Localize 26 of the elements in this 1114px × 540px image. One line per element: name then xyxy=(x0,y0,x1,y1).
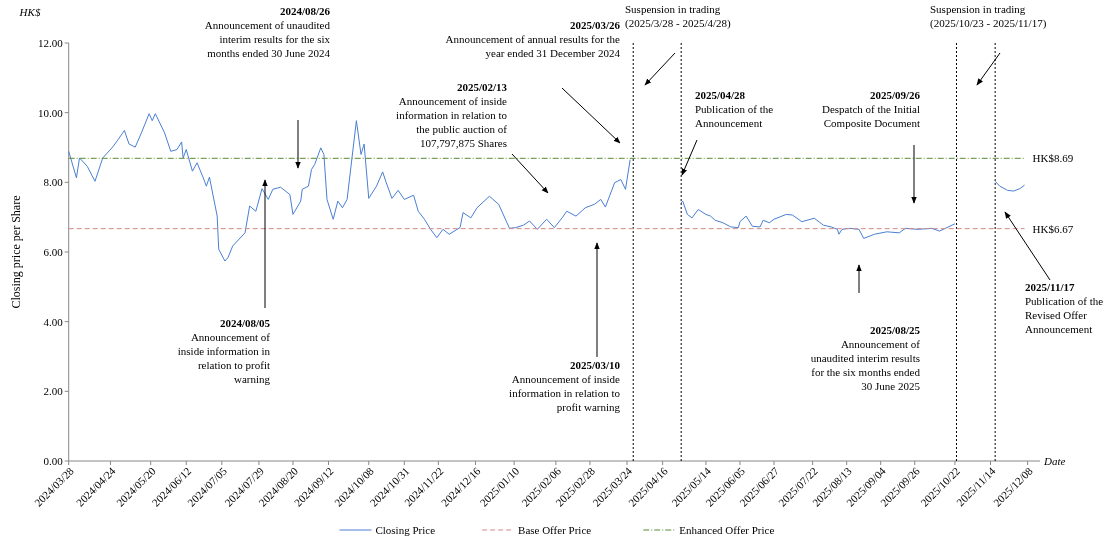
legend-label: Base Offer Price xyxy=(518,524,592,536)
y-tick-label: 6.00 xyxy=(43,245,64,258)
text: HK$ xyxy=(18,6,41,18)
annotation: 2024/08/26 Announcement of unaudited interim results for the six months ended 30 June 2024 xyxy=(204,5,331,59)
y-tick-label: 10.00 xyxy=(37,106,64,119)
y-tick-label: 0.00 xyxy=(43,454,64,467)
y-tick-label: 12.00 xyxy=(37,36,64,49)
annotation: 2025/04/28 Publication of the Announcement xyxy=(695,89,774,129)
text: Suspension in trading (2025/3/28 - 2025/4/28) xyxy=(625,3,732,30)
annotation: 2024/08/05 Announcement of inside information in relation to profit warning xyxy=(177,317,271,385)
y-tick-label: 2.00 xyxy=(43,385,64,398)
annotation: 2025/02/13 Announcement of inside information in relation to the public auction of 107,797,875 Shares xyxy=(396,81,508,149)
y-axis-title: Closing price per Share xyxy=(9,195,23,309)
annotation: 2025/03/26 Announcement of annual results for the year ended 31 December 2024 xyxy=(445,19,621,59)
annotation: 2025/08/25 Announcement of unaudited interim results for the six months ended 30 June 2025 xyxy=(810,324,921,392)
y-tick-label: 4.00 xyxy=(43,315,64,328)
annotation: 2025/11/17 Publication of the Revised Offer Announcement xyxy=(1025,281,1104,335)
annotation: 2025/03/10 Announcement of inside information in relation to profit warning xyxy=(509,359,621,413)
data-label: HK$6.67 xyxy=(1032,222,1074,235)
x-axis-title: Date xyxy=(1043,455,1066,467)
text: Suspension in trading (2025/10/23 - 2025/11/17) xyxy=(930,3,1047,30)
legend-label: Enhanced Offer Price xyxy=(679,524,775,536)
legend-label: Closing Price xyxy=(375,524,436,536)
data-label: HK$8.69 xyxy=(1032,152,1074,165)
annotation: 2025/09/26 Despatch of the Initial Composite Document xyxy=(821,89,921,129)
y-tick-label: 8.00 xyxy=(43,176,64,189)
